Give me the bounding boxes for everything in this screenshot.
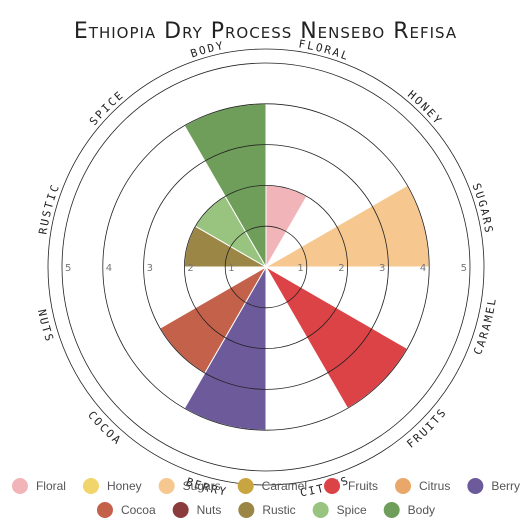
legend-item-body[interactable]: Body [383,502,435,518]
grid-circle [143,144,389,390]
legend-label: Caramel [262,479,307,493]
radial-tick-label: 4 [106,263,112,274]
legend-item-honey[interactable]: Honey [82,478,142,494]
legend-swatch [11,478,28,494]
radial-tick-label: 2 [338,263,344,274]
radial-tick-label: 5 [461,263,467,274]
legend-swatch [312,502,329,518]
category-label: FRUITS [404,405,449,450]
grid-circle [224,225,308,309]
legend-label: Honey [107,479,142,493]
wedge-fruits[interactable] [264,265,409,410]
radial-tick-label: 5 [65,263,71,274]
grid-circle [61,62,471,472]
legend-label: Floral [36,479,66,493]
legend-swatch [237,478,254,494]
legend-item-sugars[interactable]: Sugars [158,478,221,494]
category-label: RUSTIC [36,181,62,235]
category-label: HONEY [405,88,445,128]
legend-swatch [96,502,113,518]
radial-tick-label: 3 [147,263,153,274]
legend-item-floral[interactable]: Floral [11,478,66,494]
legend-item-berry[interactable]: Berry [467,478,520,494]
legend-label: Citrus [419,479,450,493]
legend-label: Body [408,503,435,517]
legend-item-spice[interactable]: Spice [312,502,367,518]
radial-tick-label: 2 [187,263,193,274]
legend-item-rustic[interactable]: Rustic [238,502,296,518]
radial-tick-label: 1 [297,263,303,274]
category-label: SUGARS [470,181,496,235]
legend-label: Spice [337,503,367,517]
outer-ring [47,48,485,486]
radial-tick-label: 1 [228,263,234,274]
radial-tick-label: 4 [420,263,426,274]
legend-swatch [158,478,175,494]
legend-label: Rustic [262,503,295,517]
legend-item-cocoa[interactable]: Cocoa [96,502,156,518]
legend-label: Nuts [197,503,222,517]
legend-item-nuts[interactable]: Nuts [172,502,222,518]
legend-label: Sugars [183,479,221,493]
category-label: CARAMEL [471,296,499,357]
grid-circle [183,184,348,349]
legend-swatch [82,478,99,494]
legend-swatch [395,478,412,494]
legend-item-fruits[interactable]: Fruits [324,478,378,494]
category-label: SPICE [87,88,127,128]
grid-circle [102,103,430,431]
legend-item-caramel[interactable]: Caramel [237,478,307,494]
legend-label: Cocoa [121,503,156,517]
chart-title: Ethiopia Dry Process Nensebo Refisa [74,19,457,44]
legend-item-citrus[interactable]: Citrus [395,478,450,494]
legend-swatch [383,502,400,518]
legend-swatch [238,502,255,518]
legend-swatch [172,502,189,518]
legend-swatch [324,478,341,494]
radial-tick-label: 3 [379,263,385,274]
legend-swatch [467,478,484,494]
category-label: COCOA [85,409,124,448]
legend-label: Fruits [348,479,378,493]
legend-label: Berry [491,479,520,493]
